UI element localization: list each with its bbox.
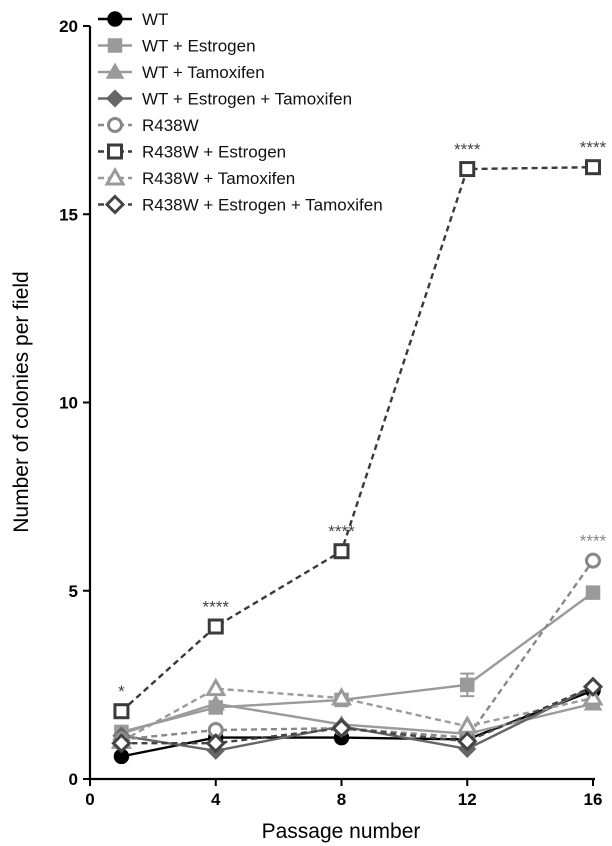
legend-item: WT [98,10,168,29]
legend-label: R438W + Estrogen + Tamoxifen [142,196,383,215]
data-point [459,161,476,178]
significance-annotation: * [118,682,125,701]
legend-swatch-marker [104,194,126,215]
series-6-points [110,677,604,749]
data-point [460,677,475,693]
data-point [456,715,478,734]
data-point [205,677,227,697]
x-tick-label: 8 [337,790,346,809]
legend-label: WT + Tamoxifen [142,63,265,82]
significance-annotation: **** [328,522,355,541]
ticks: 0 4 8 12 16 0 5 10 15 20 [59,17,602,809]
y-tick-label: 5 [69,582,78,601]
legend: WT WT + Estrogen WT + Tamoxifen WT + Estrog… [98,10,383,215]
series-7-points [111,676,604,754]
legend-label: R438W + Tamoxifen [142,169,295,188]
x-tick-label: 4 [211,790,221,809]
y-tick-label: 10 [59,394,78,413]
legend-swatch-marker [107,11,123,27]
data-point [585,159,601,176]
y-tick-label: 20 [59,17,78,36]
y-tick-label: 15 [59,205,78,224]
legend-swatch-marker [107,143,123,160]
significance-annotation: **** [580,532,607,551]
legend-swatch-marker [105,89,125,108]
legend-item: R438W + Estrogen [98,143,286,162]
series-5 [120,165,594,713]
data-point [111,733,132,754]
data-point [333,543,350,560]
legend-swatch-marker [107,38,123,53]
y-axis-title: Number of colonies per field [10,271,33,532]
legend-swatch-marker [107,117,123,133]
data-point [585,585,601,600]
series-0-points [113,682,601,765]
data-point [207,618,224,635]
data-point [206,694,226,711]
significance-annotation: **** [580,138,607,157]
x-tick-label: 12 [458,790,477,809]
legend-label: WT + Estrogen [142,37,256,56]
legend-item: R438W [98,116,199,135]
legend-swatch-marker [105,62,125,79]
legend-item: R438W + Estrogen + Tamoxifen [98,194,383,215]
data-point [205,733,226,754]
legend-item: WT + Tamoxifen [98,62,265,82]
series-layer [110,159,604,765]
annotation-layer: ************* ******** [118,138,606,701]
legend-label: R438W [142,116,199,135]
legend-item: WT + Estrogen [98,37,256,56]
x-axis-title: Passage number [262,820,421,843]
series-line [121,685,594,745]
legend-label: R438W + Estrogen [142,143,286,162]
series-5-points [113,159,601,720]
significance-annotation: **** [454,140,481,159]
significance-annotation: **** [203,598,230,617]
x-tick-label: 0 [85,790,94,809]
x-tick-label: 16 [584,790,603,809]
data-point [457,731,478,752]
legend-label: WT + Estrogen + Tamoxifen [142,90,352,109]
legend-label: WT [142,10,168,29]
y-tick-label: 0 [69,770,78,789]
data-point [330,687,353,706]
data-point [113,703,130,720]
series-7 [121,685,594,745]
legend-item: R438W + Tamoxifen [98,166,295,188]
data-point [585,552,601,569]
series-line [120,165,594,713]
data-point [331,718,352,739]
data-point [582,687,604,706]
data-point [582,676,604,697]
legend-swatch-marker [104,166,126,186]
legend-item: WT + Estrogen + Tamoxifen [98,89,352,109]
